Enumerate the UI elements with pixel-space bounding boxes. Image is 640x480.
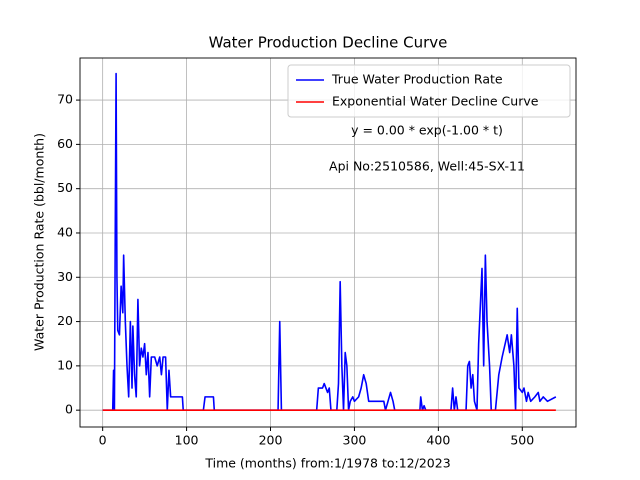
annotation: y = 0.00 * exp(-1.00 * t) [351,123,503,138]
x-tick-label: 400 [426,433,450,448]
y-tick-label: 20 [57,313,73,328]
x-tick-label: 200 [259,433,283,448]
x-tick-label: 300 [343,433,367,448]
y-tick-label: 30 [57,269,73,284]
legend-box [287,64,571,118]
legend-label: Exponential Water Decline Curve [332,94,539,109]
x-tick-label: 500 [510,433,534,448]
chart-title: Water Production Decline Curve [209,34,448,52]
y-tick-label: 40 [57,224,73,239]
axes-frame [79,57,577,428]
x-tick-label: 0 [99,433,107,448]
x-tick-label: 100 [175,433,199,448]
y-tick-label: 70 [57,92,73,107]
annotation: Api No:2510586, Well:45-SX-11 [329,159,525,174]
x-axis-label: Time (months) from:1/1978 to:12/2023 [204,456,450,471]
y-tick-label: 10 [57,357,73,372]
y-axis-label: Water Production Rate (bbl/month) [32,133,47,351]
y-tick-label: 0 [65,402,73,417]
y-tick-label: 60 [57,136,73,151]
legend-label: True Water Production Rate [331,72,503,87]
y-tick-label: 50 [57,180,73,195]
